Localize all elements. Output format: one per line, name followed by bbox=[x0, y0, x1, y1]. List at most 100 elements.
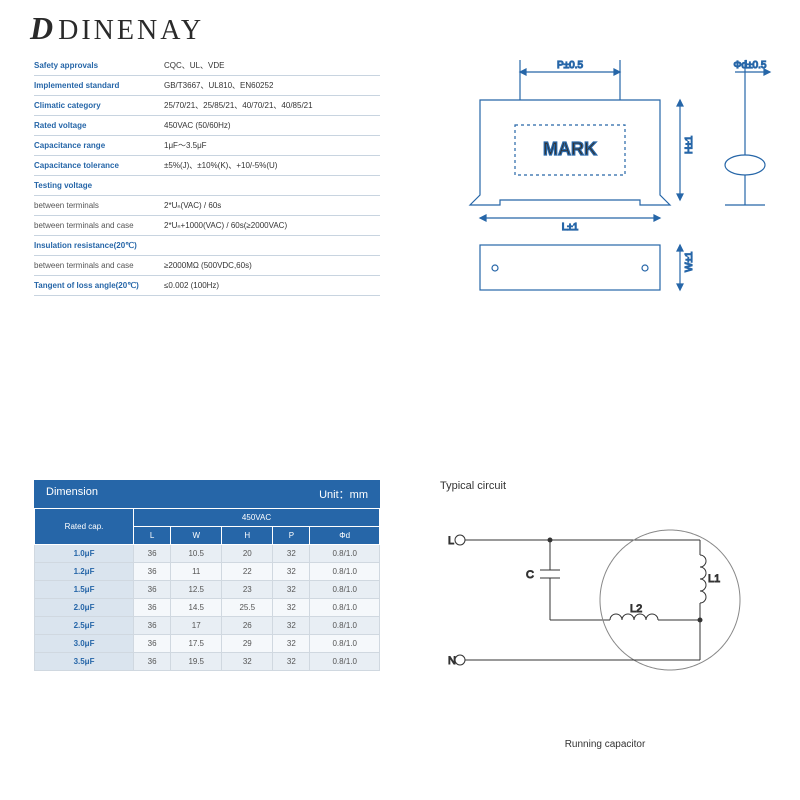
cap-cell: 1.5μF bbox=[35, 581, 134, 599]
table-row: 2.0μF3614.525.5320.8/1.0 bbox=[35, 599, 380, 617]
value-cell: 0.8/1.0 bbox=[310, 581, 380, 599]
svg-text:L1: L1 bbox=[708, 573, 720, 585]
spec-value: ±5%(J)、±10%(K)、+10/-5%(U) bbox=[164, 160, 380, 171]
table-row: 1.0μF3610.520320.8/1.0 bbox=[35, 545, 380, 563]
cap-cell: 1.2μF bbox=[35, 563, 134, 581]
circuit-caption: Running capacitor bbox=[565, 739, 646, 750]
value-cell: 29 bbox=[222, 635, 273, 653]
spec-row: Climatic category25/70/21、25/85/21、40/70… bbox=[34, 96, 380, 116]
spec-label: Insulation resistance(20℃) bbox=[34, 241, 164, 250]
value-cell: 32 bbox=[222, 653, 273, 671]
value-cell: 23 bbox=[222, 581, 273, 599]
spec-label: Testing voltage bbox=[34, 181, 164, 190]
value-cell: 22 bbox=[222, 563, 273, 581]
table-row: 2.5μF361726320.8/1.0 bbox=[35, 617, 380, 635]
cap-cell: 3.5μF bbox=[35, 653, 134, 671]
value-cell: 19.5 bbox=[171, 653, 222, 671]
svg-text:N: N bbox=[448, 655, 456, 667]
svg-text:L±1: L±1 bbox=[562, 222, 579, 233]
value-cell: 0.8/1.0 bbox=[310, 617, 380, 635]
cap-cell: 2.0μF bbox=[35, 599, 134, 617]
value-cell: 32 bbox=[273, 653, 310, 671]
value-cell: 36 bbox=[134, 581, 171, 599]
value-cell: 36 bbox=[134, 653, 171, 671]
dim-col: P bbox=[273, 527, 310, 545]
table-row: 3.5μF3619.532320.8/1.0 bbox=[35, 653, 380, 671]
dim-col: L bbox=[134, 527, 171, 545]
spec-row: Tangent of loss angle(20℃)≤0.002 (100Hz) bbox=[34, 276, 380, 296]
spec-row: Insulation resistance(20℃) bbox=[34, 236, 380, 256]
dim-col: H bbox=[222, 527, 273, 545]
svg-text:Φd±0.5: Φd±0.5 bbox=[734, 60, 767, 71]
spec-label: Rated voltage bbox=[34, 121, 164, 130]
svg-text:L: L bbox=[448, 535, 454, 547]
value-cell: 11 bbox=[171, 563, 222, 581]
spec-label: Safety approvals bbox=[34, 61, 164, 70]
spec-row: Testing voltage bbox=[34, 176, 380, 196]
value-cell: 36 bbox=[134, 599, 171, 617]
spec-label: Capacitance tolerance bbox=[34, 161, 164, 170]
spec-row: between terminals2*Uₙ(VAC) / 60s bbox=[34, 196, 380, 216]
dimension-table: Rated cap. 450VAC LWHPΦd 1.0μF3610.52032… bbox=[34, 508, 380, 671]
col-voltage: 450VAC bbox=[134, 509, 380, 527]
value-cell: 32 bbox=[273, 581, 310, 599]
value-cell: 32 bbox=[273, 617, 310, 635]
svg-text:H±1: H±1 bbox=[684, 135, 695, 154]
value-cell: 32 bbox=[273, 545, 310, 563]
spec-row: Implemented standardGB/T3667、UL810、EN602… bbox=[34, 76, 380, 96]
dim-title: Dimension bbox=[46, 486, 98, 502]
spec-label: Climatic category bbox=[34, 101, 164, 110]
value-cell: 20 bbox=[222, 545, 273, 563]
value-cell: 17.5 bbox=[171, 635, 222, 653]
spec-table: Safety approvalsCQC、UL、VDEImplemented st… bbox=[34, 56, 380, 296]
value-cell: 0.8/1.0 bbox=[310, 653, 380, 671]
spec-value: 25/70/21、25/85/21、40/70/21、40/85/21 bbox=[164, 100, 380, 111]
circuit-diagram: Typical circuit L C L2 L1 bbox=[440, 480, 770, 760]
spec-value: CQC、UL、VDE bbox=[164, 60, 380, 71]
spec-value: GB/T3667、UL810、EN60252 bbox=[164, 80, 380, 91]
spec-label: between terminals and case bbox=[34, 221, 164, 230]
spec-value: ≥2000MΩ (500VDC,60s) bbox=[164, 261, 380, 270]
value-cell: 0.8/1.0 bbox=[310, 635, 380, 653]
spec-value: 450VAC (50/60Hz) bbox=[164, 121, 380, 130]
cap-cell: 1.0μF bbox=[35, 545, 134, 563]
svg-text:W±1: W±1 bbox=[684, 251, 695, 272]
value-cell: 12.5 bbox=[171, 581, 222, 599]
spec-label: Capacitance range bbox=[34, 141, 164, 150]
spec-row: Safety approvalsCQC、UL、VDE bbox=[34, 56, 380, 76]
spec-row: Rated voltage450VAC (50/60Hz) bbox=[34, 116, 380, 136]
cap-cell: 2.5μF bbox=[35, 617, 134, 635]
spec-label: Tangent of loss angle(20℃) bbox=[34, 281, 164, 290]
value-cell: 0.8/1.0 bbox=[310, 599, 380, 617]
value-cell: 0.8/1.0 bbox=[310, 563, 380, 581]
value-cell: 32 bbox=[273, 599, 310, 617]
value-cell: 36 bbox=[134, 563, 171, 581]
value-cell: 26 bbox=[222, 617, 273, 635]
spec-label: Implemented standard bbox=[34, 81, 164, 90]
svg-text:P±0.5: P±0.5 bbox=[557, 60, 583, 71]
dimension-table-section: Dimension Unit：mm Rated cap. 450VAC LWHP… bbox=[34, 480, 380, 671]
logo-text: DINENAY bbox=[58, 15, 204, 46]
svg-text:C: C bbox=[526, 569, 534, 581]
spec-row: Capacitance tolerance±5%(J)、±10%(K)、+10/… bbox=[34, 156, 380, 176]
value-cell: 36 bbox=[134, 617, 171, 635]
value-cell: 0.8/1.0 bbox=[310, 545, 380, 563]
value-cell: 10.5 bbox=[171, 545, 222, 563]
spec-value: 2*Uₙ+1000(VAC) / 60s(≥2000VAC) bbox=[164, 221, 380, 230]
value-cell: 32 bbox=[273, 635, 310, 653]
value-cell: 32 bbox=[273, 563, 310, 581]
component-diagram: P±0.5 MARK H±1 L±1 W±1 Φd±0.5 bbox=[440, 50, 780, 330]
dim-unit: Unit：mm bbox=[319, 486, 368, 502]
spec-value: ≤0.002 (100Hz) bbox=[164, 281, 380, 290]
table-row: 3.0μF3617.529320.8/1.0 bbox=[35, 635, 380, 653]
spec-label: between terminals bbox=[34, 201, 164, 210]
col-rated-cap: Rated cap. bbox=[35, 509, 134, 545]
value-cell: 14.5 bbox=[171, 599, 222, 617]
brand-logo: DDINENAY bbox=[30, 10, 204, 47]
dim-col: Φd bbox=[310, 527, 380, 545]
cap-cell: 3.0μF bbox=[35, 635, 134, 653]
spec-value: 2*Uₙ(VAC) / 60s bbox=[164, 201, 380, 210]
spec-label: between terminals and case bbox=[34, 261, 164, 270]
spec-row: between terminals and case≥2000MΩ (500VD… bbox=[34, 256, 380, 276]
svg-text:MARK: MARK bbox=[543, 139, 597, 159]
